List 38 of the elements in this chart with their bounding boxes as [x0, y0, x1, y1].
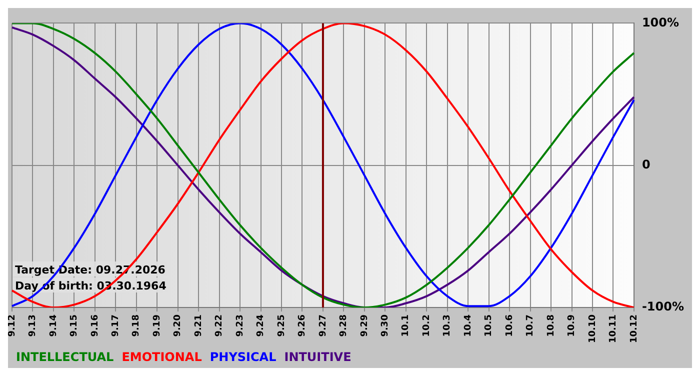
x-tick-label: 10.4 [463, 314, 474, 337]
x-tick-label: 9.25 [276, 314, 287, 337]
x-tick-label: 9.24 [256, 314, 266, 337]
text: PHYSICAL [210, 350, 276, 364]
x-tick-label: 9.15 [70, 314, 80, 337]
x-tick-label: 10.3 [442, 314, 453, 337]
text: INTELLECTUAL [16, 350, 114, 364]
x-tick-label: 10.5 [484, 314, 494, 337]
x-tick-label: 9.30 [380, 314, 391, 337]
x-tick-label: 9.19 [152, 314, 162, 337]
x-tick-label: 10.11 [608, 314, 619, 343]
x-tick-label: 10.1 [401, 314, 412, 337]
x-tick-label: 10.10 [588, 314, 598, 343]
x-tick-label: 9.23 [235, 314, 246, 337]
y-tick-label: 0 [642, 157, 650, 172]
x-tick-label: 10.8 [546, 314, 556, 337]
x-tick-label: 9.20 [173, 314, 184, 337]
x-tick-label: 9.28 [339, 314, 350, 337]
text: INTUITIVE [284, 350, 352, 364]
x-tick-label: 9.16 [90, 314, 100, 337]
x-tick-label: 9.12 [7, 314, 18, 337]
x-tick-label: 9.27 [318, 314, 328, 337]
x-tick-label: 9.13 [28, 314, 38, 337]
x-tick-label: 10.12 [629, 314, 640, 343]
x-tick-label: 9.17 [111, 314, 121, 337]
x-tick-label: 9.14 [48, 314, 59, 337]
x-tick-label: 9.29 [360, 314, 370, 337]
x-tick-label: 10.9 [567, 314, 578, 337]
y-tick-label: 100% [642, 15, 680, 30]
x-tick-label: 10.6 [504, 314, 515, 337]
x-tick-label: 9.21 [194, 314, 204, 337]
x-tick-label: 10.2 [422, 314, 432, 337]
x-tick-label: 10.7 [526, 314, 536, 337]
x-tick-label: 9.26 [298, 314, 308, 337]
x-tick-label: 9.18 [132, 314, 142, 337]
x-tick-label: 9.22 [214, 314, 225, 337]
y-tick-label: -100% [642, 300, 684, 314]
text: EMOTIONAL [122, 350, 202, 364]
